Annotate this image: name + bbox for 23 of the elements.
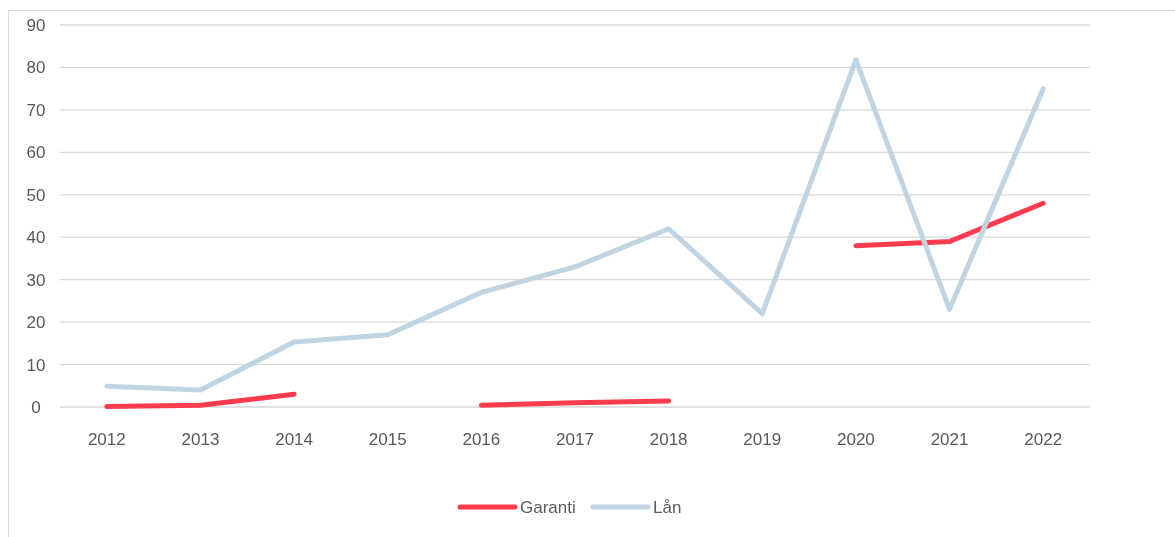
y-tick-label: 90 [26, 15, 46, 35]
x-tick-label: 2012 [87, 429, 126, 449]
x-tick-label: 2020 [837, 429, 875, 449]
x-tick-label: 2016 [462, 429, 501, 449]
y-tick-label: 60 [26, 143, 46, 163]
y-tick-label: 10 [26, 355, 46, 375]
y-tick-label: 70 [26, 100, 46, 120]
y-tick-label: 40 [26, 228, 46, 248]
legend-label: Lån [653, 497, 682, 517]
y-tick-label: 30 [26, 270, 46, 290]
x-tick-label: 2017 [556, 429, 594, 449]
x-tick-label: 2013 [181, 429, 220, 449]
y-tick-label: 0 [31, 397, 41, 417]
x-tick-label: 2015 [368, 429, 407, 449]
legend-label: Garanti [520, 497, 576, 517]
y-tick-label: 20 [26, 313, 46, 333]
x-tick-label: 2018 [649, 429, 688, 449]
x-tick-label: 2021 [930, 429, 969, 449]
x-tick-label: 2014 [275, 429, 313, 449]
y-tick-label: 50 [26, 185, 46, 205]
x-tick-label: 2022 [1024, 429, 1063, 449]
y-tick-label: 80 [26, 58, 46, 78]
x-tick-label: 2019 [743, 429, 782, 449]
